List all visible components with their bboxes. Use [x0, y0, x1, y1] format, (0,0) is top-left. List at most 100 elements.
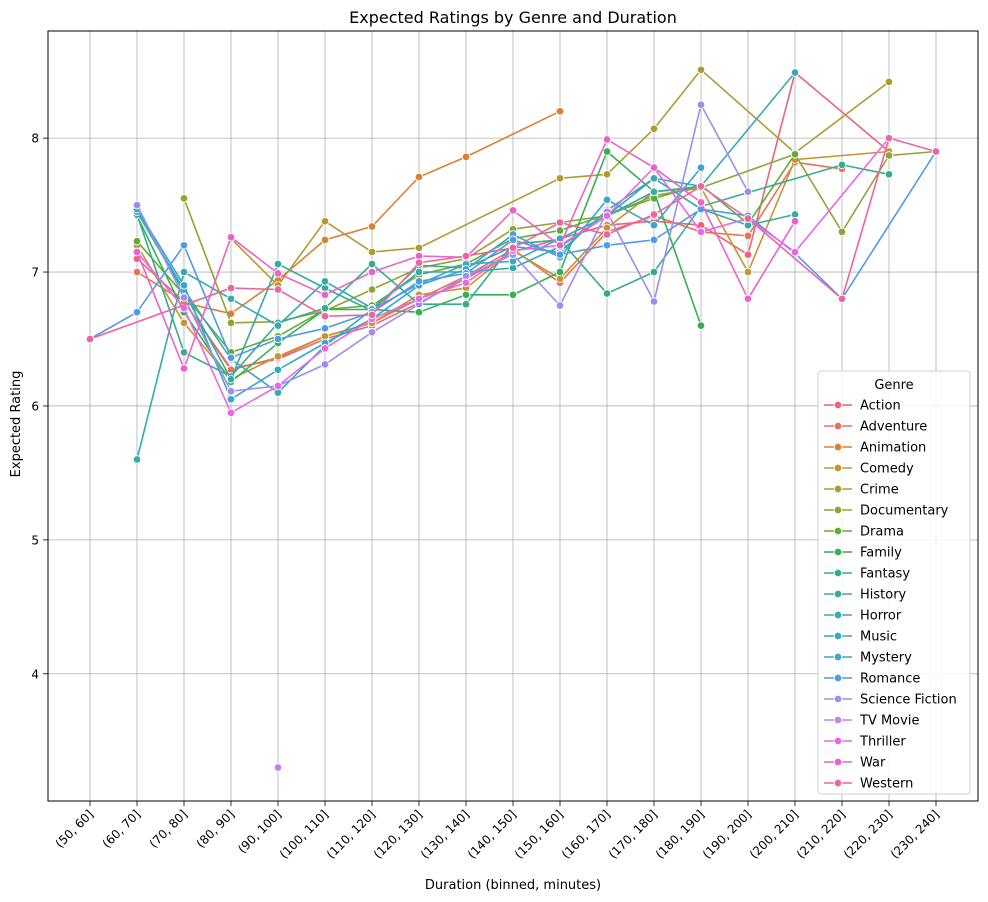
legend-label: Adventure [860, 420, 927, 435]
y-tick-label: 8 [31, 132, 39, 146]
data-point-war [649, 163, 659, 172]
data-point-war [367, 267, 377, 277]
data-point-crime [555, 174, 565, 183]
series-line-animation [183, 110, 561, 315]
data-point-fantasy [884, 170, 894, 179]
data-point-war [273, 269, 283, 278]
y-axis-label: Expected Rating [9, 371, 24, 478]
legend-label: Science Fiction [860, 693, 957, 708]
legend-label: Comedy [860, 462, 914, 477]
data-point-crime [884, 77, 894, 87]
data-point-romance [649, 235, 659, 245]
legend-item-horror: Horror [824, 609, 902, 624]
data-point-fantasy [320, 303, 330, 313]
legend-item-war: War [824, 756, 886, 771]
data-point-western [414, 258, 424, 267]
data-point-mystery [602, 195, 612, 204]
data-point-documentary [884, 151, 894, 160]
series-animation [179, 107, 565, 318]
legend-marker [833, 631, 843, 641]
series-line-thriller [136, 137, 890, 414]
data-point-romance [555, 250, 565, 259]
data-point-romance [602, 241, 612, 250]
x-tick-label: (100, 110] [277, 807, 331, 861]
series-line-romance [89, 151, 937, 359]
data-point-romance [508, 235, 518, 245]
data-point-war [696, 198, 706, 207]
y-tick-label: 7 [31, 266, 39, 280]
x-axis-label: Duration (binned, minutes) [425, 878, 601, 893]
legend-item-documentary: Documentary [824, 504, 949, 519]
data-point-horror [226, 294, 236, 304]
legend-item-crime: Crime [824, 483, 899, 498]
x-tick-label: (120, 130] [371, 807, 425, 861]
data-point-comedy [743, 267, 753, 277]
data-point-drama [132, 236, 142, 246]
legend-marker [833, 568, 843, 578]
data-point-thriller [273, 381, 283, 391]
data-point-romance [132, 307, 142, 317]
data-point-family [555, 267, 565, 277]
data-point-drama [555, 226, 565, 235]
data-point-fantasy [367, 259, 377, 269]
data-point-science-fiction [696, 100, 706, 109]
data-point-animation [461, 152, 471, 162]
data-point-crime [414, 243, 424, 253]
data-point-western [884, 133, 894, 143]
data-point-western [226, 283, 236, 293]
legend-marker [833, 652, 843, 662]
data-point-action [743, 250, 753, 259]
legend-marker [833, 694, 843, 704]
data-point-science-fiction [367, 328, 377, 337]
data-point-horror [649, 187, 659, 196]
legend-label: Horror [860, 609, 902, 624]
data-point-animation [555, 107, 565, 116]
legend-marker [833, 526, 843, 536]
data-point-fantasy [602, 289, 612, 298]
data-point-fantasy [649, 267, 659, 277]
legend-item-romance: Romance [824, 672, 920, 687]
legend-marker [833, 547, 843, 557]
data-point-mystery [696, 163, 706, 172]
data-point-romance [179, 241, 189, 250]
legend-label: Crime [860, 483, 899, 498]
legend-label: War [860, 756, 886, 771]
data-point-science-fiction [320, 360, 330, 369]
legend-marker [833, 442, 843, 452]
data-point-war [555, 241, 565, 250]
data-point-thriller [226, 408, 236, 417]
x-tick-label: (140, 150] [465, 807, 519, 861]
legend-title: Genre [874, 378, 913, 393]
data-point-western [85, 334, 95, 344]
data-point-mystery [226, 395, 236, 404]
legend-item-thriller: Thriller [824, 735, 906, 750]
x-tick-label: (70, 80] [147, 807, 191, 851]
data-point-crime [649, 124, 659, 134]
legend-label: Action [860, 399, 901, 414]
legend-marker [833, 610, 843, 620]
data-point-family [602, 147, 612, 156]
legend-marker [833, 715, 843, 725]
data-point-western [649, 210, 659, 219]
data-point-war [743, 294, 753, 304]
legend-item-history: History [824, 588, 907, 603]
data-point-romance [226, 353, 236, 362]
x-tick-label: (180, 190] [653, 807, 707, 861]
data-point-thriller [461, 278, 471, 288]
x-tick-label: (210, 220] [794, 807, 848, 861]
legend-item-family: Family [824, 546, 902, 561]
data-point-romance [320, 324, 330, 333]
data-point-western [555, 218, 565, 227]
data-point-documentary [179, 194, 189, 203]
series-line-western [89, 137, 937, 340]
data-point-family [508, 290, 518, 300]
x-tick-label: (110, 120] [324, 807, 378, 861]
series-tv-movie [273, 763, 283, 772]
x-tick-label: (150, 160] [512, 807, 566, 861]
legend: Genre Action Adventure Animation Comedy Crime… [817, 370, 971, 795]
x-tick-label: (200, 210] [747, 807, 801, 861]
legend-label: Fantasy [860, 567, 910, 582]
data-point-horror [179, 267, 189, 277]
legend-marker [833, 778, 843, 788]
